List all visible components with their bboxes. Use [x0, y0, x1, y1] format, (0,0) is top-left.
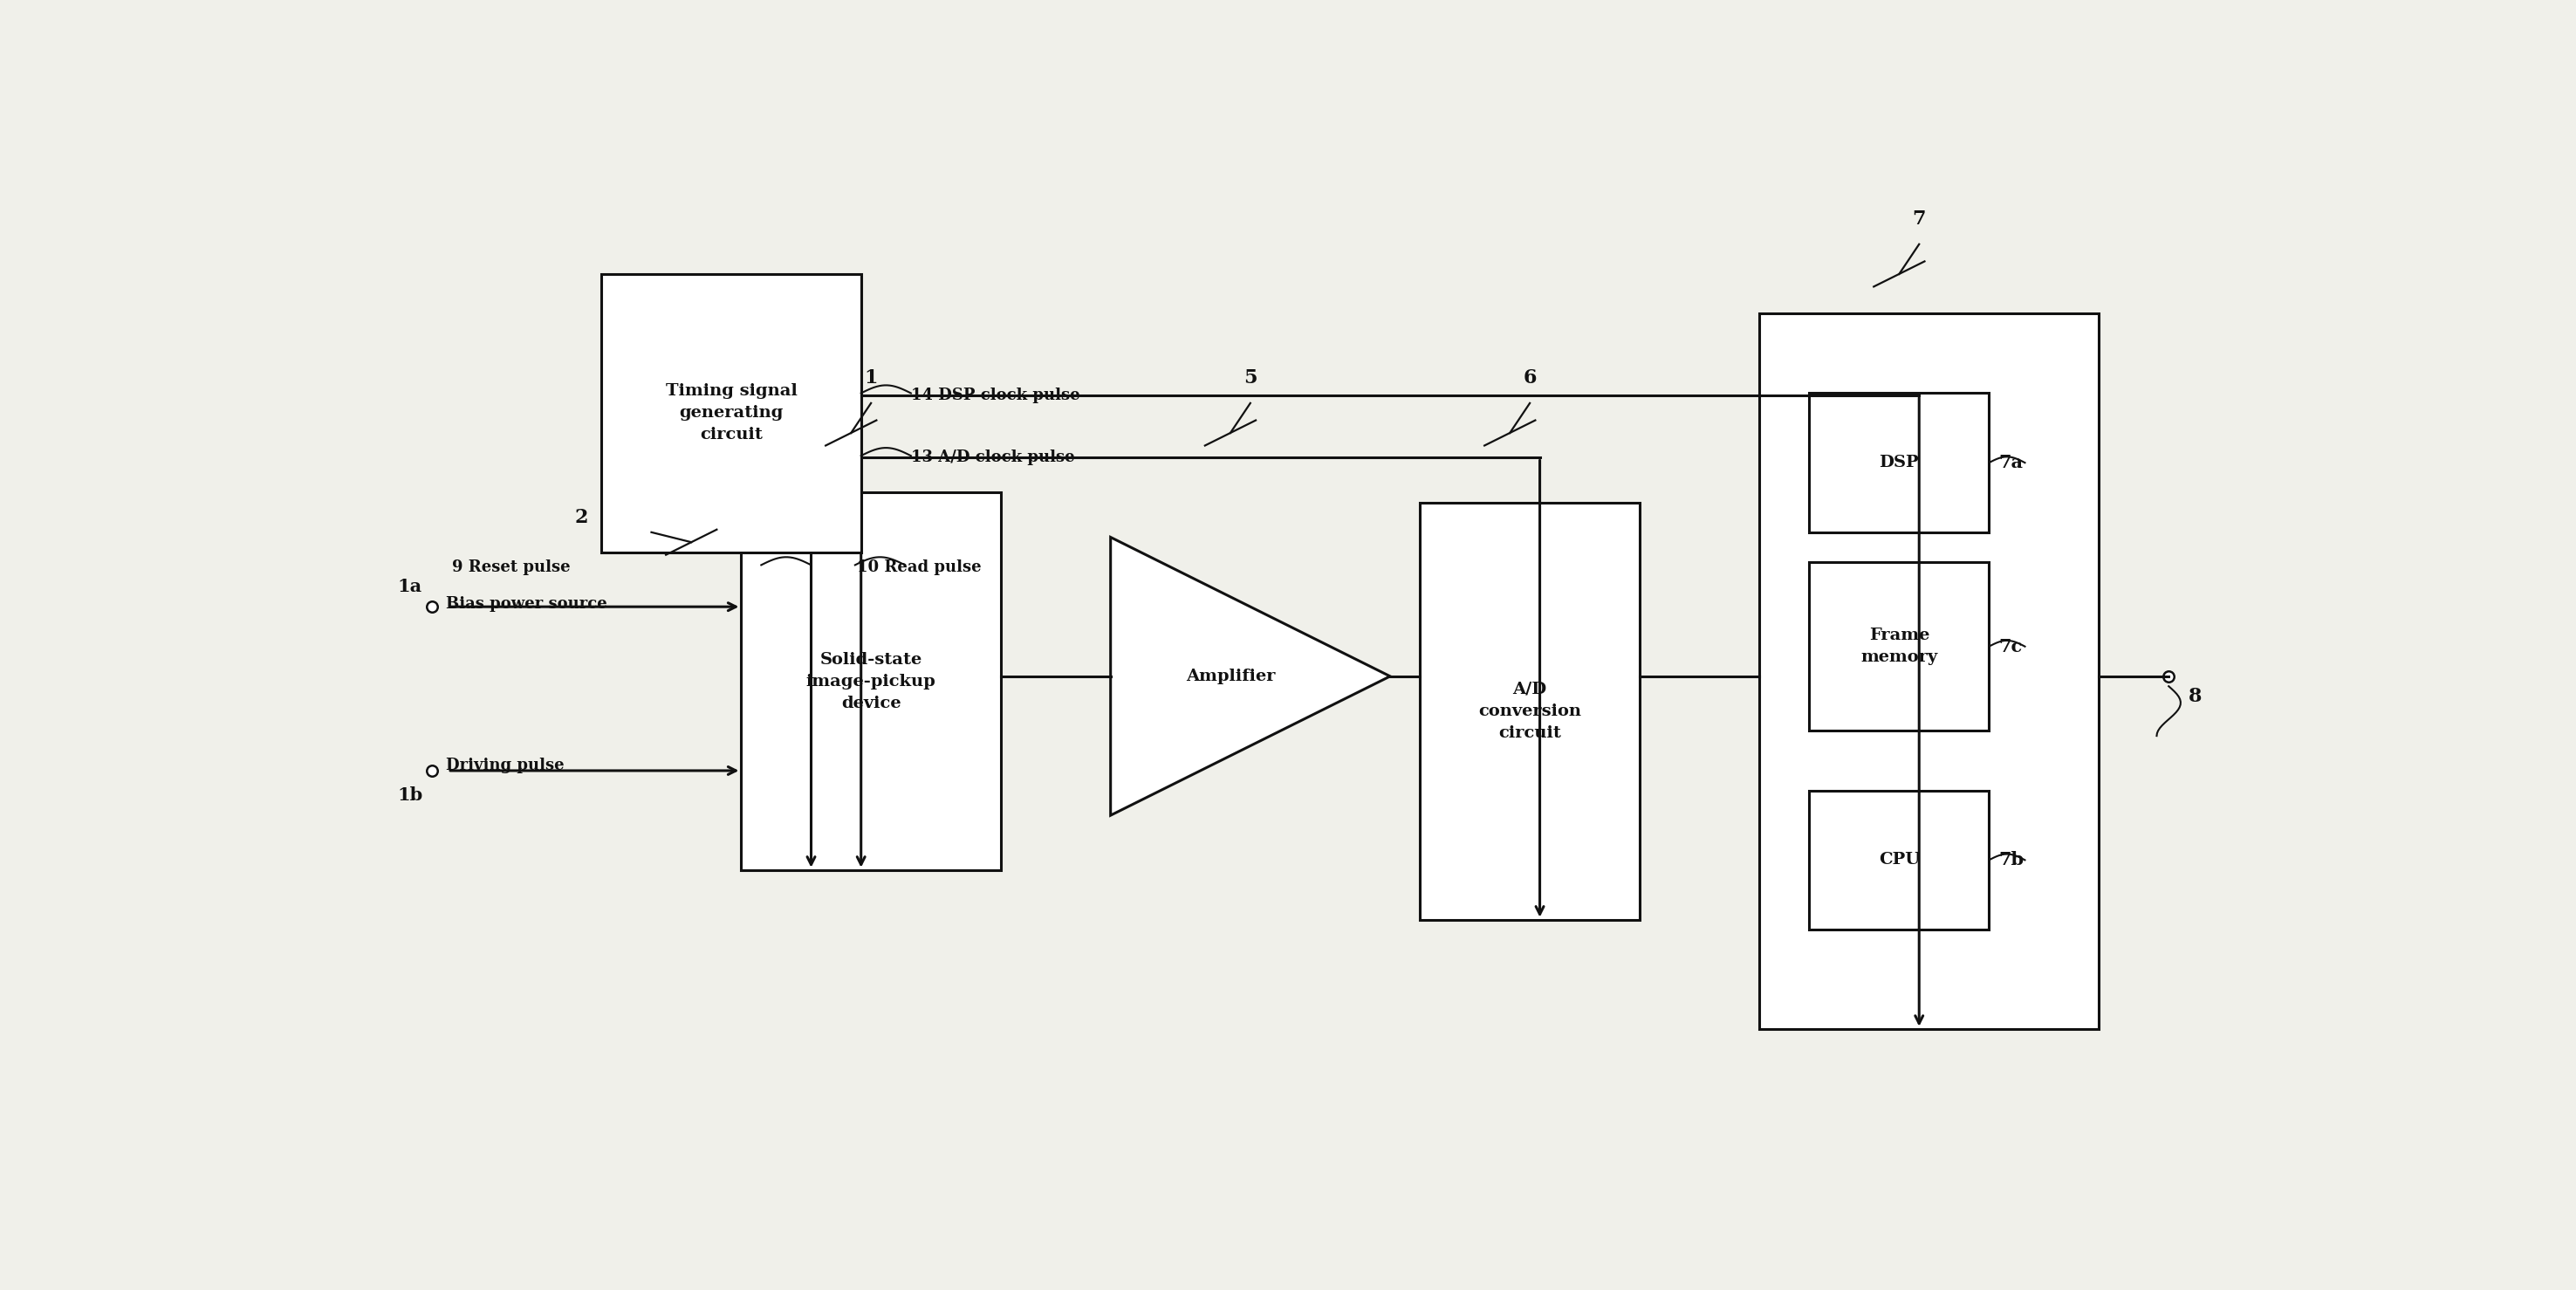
Text: 7a: 7a: [1999, 454, 2022, 471]
Bar: [1808, 393, 1989, 533]
Text: 1a: 1a: [397, 578, 422, 596]
Text: 7c: 7c: [1999, 637, 2022, 655]
Text: 10 Read pulse: 10 Read pulse: [858, 559, 981, 575]
Text: DSP: DSP: [1880, 455, 1919, 471]
Text: 1: 1: [863, 369, 878, 388]
Text: 6: 6: [1522, 369, 1538, 388]
Text: 8: 8: [2190, 686, 2202, 706]
Bar: [1759, 313, 2099, 1029]
Text: Bias power source: Bias power source: [446, 596, 608, 611]
Bar: [1419, 502, 1641, 920]
Text: 14 DSP clock pulse: 14 DSP clock pulse: [912, 387, 1079, 402]
Text: Timing signal
generating
circuit: Timing signal generating circuit: [665, 383, 796, 442]
Text: Solid-state
image-pickup
device: Solid-state image-pickup device: [806, 651, 935, 711]
Text: 7: 7: [1911, 210, 1927, 228]
Text: 5: 5: [1244, 369, 1257, 388]
Polygon shape: [1110, 537, 1391, 815]
Bar: [1808, 562, 1989, 731]
Text: Frame
memory: Frame memory: [1860, 628, 1937, 666]
Text: Driving pulse: Driving pulse: [446, 757, 564, 774]
Text: A/D
conversion
circuit: A/D conversion circuit: [1479, 681, 1582, 740]
Text: 1b: 1b: [397, 787, 422, 804]
Text: 9 Reset pulse: 9 Reset pulse: [451, 559, 569, 575]
Text: CPU: CPU: [1878, 853, 1919, 868]
Text: Amplifier: Amplifier: [1185, 668, 1275, 684]
Text: 7b: 7b: [1999, 851, 2025, 868]
Bar: [1808, 791, 1989, 930]
Text: 13 A/D clock pulse: 13 A/D clock pulse: [912, 450, 1074, 466]
Bar: [603, 273, 860, 552]
Text: 2: 2: [574, 508, 587, 526]
Bar: [742, 493, 999, 869]
